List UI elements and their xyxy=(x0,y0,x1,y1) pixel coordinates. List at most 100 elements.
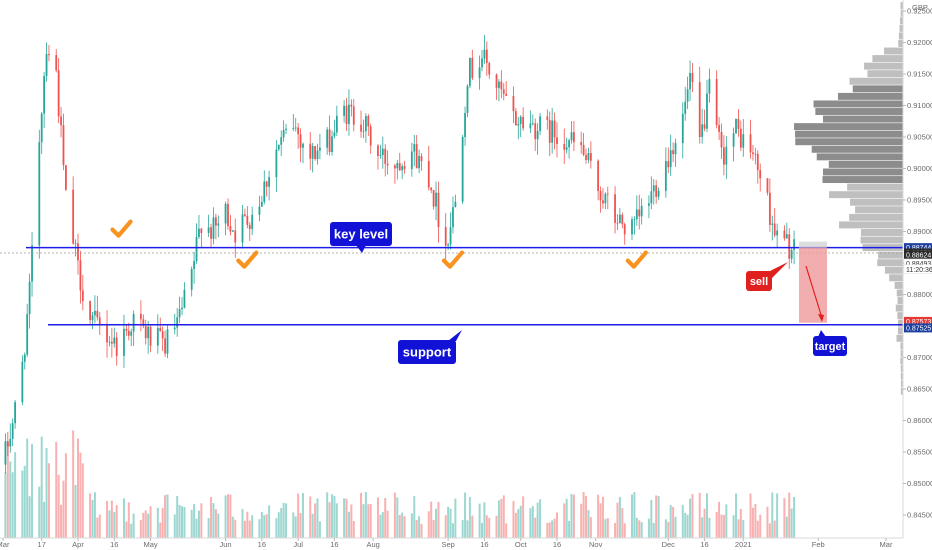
candle-body xyxy=(331,136,333,153)
candle-body xyxy=(333,132,336,137)
candle-body xyxy=(689,72,691,90)
candle-body xyxy=(234,230,237,243)
candle-body xyxy=(553,120,556,138)
volume-bar xyxy=(701,517,704,538)
candle-body xyxy=(81,290,84,302)
candle-body xyxy=(623,224,626,235)
volume-bar xyxy=(55,442,58,538)
candle-body xyxy=(319,147,321,151)
volume-bar xyxy=(195,518,198,538)
price-tag: 0.87525 xyxy=(904,323,932,333)
time-axis[interactable]: Mar 17 Apr 16 May Jun 16 Jul 16 Aug Sep 16 Oct 16 Nov D… xyxy=(0,537,903,549)
time-tick-label: Nov xyxy=(589,540,603,549)
candle-body xyxy=(604,193,607,204)
volume-bar xyxy=(565,498,568,538)
candle-body xyxy=(500,81,503,90)
volume-profile-bar xyxy=(811,145,903,153)
candle-body xyxy=(343,105,346,116)
volume-bar xyxy=(350,504,353,538)
volume-bar xyxy=(234,519,237,538)
volume-profile-bar xyxy=(900,342,903,350)
volume-profile-bar xyxy=(899,24,903,32)
volume-bar xyxy=(548,522,551,538)
candle-body xyxy=(597,160,600,191)
volume-bar xyxy=(768,523,771,538)
volume-bar xyxy=(655,495,658,538)
price-tag-text: 0.87525 xyxy=(906,325,931,332)
annotations: key level support sell target xyxy=(110,219,847,364)
candle-body xyxy=(40,113,43,143)
candle-body xyxy=(113,337,116,344)
candle-body xyxy=(674,143,677,155)
volume-bar xyxy=(132,513,135,538)
candle-body xyxy=(650,191,653,204)
price-tag-bg xyxy=(904,323,932,333)
volume-profile-bar xyxy=(884,266,903,274)
volume-bar xyxy=(449,508,452,538)
volume-bar xyxy=(705,493,708,538)
candle-body xyxy=(23,354,26,362)
volume-bar xyxy=(156,507,159,538)
candle-body xyxy=(631,219,633,235)
volume-bar xyxy=(277,512,280,538)
candle-body xyxy=(309,143,312,159)
volume-bar xyxy=(464,492,467,538)
price-tag-bg xyxy=(904,316,932,326)
candle-body xyxy=(766,178,769,193)
volume-bars xyxy=(4,430,796,538)
volume-profile-bar xyxy=(839,221,903,229)
candle-body xyxy=(481,58,483,68)
candle-body xyxy=(773,223,776,236)
price-tag: 0.87573 xyxy=(904,316,932,326)
volume-profile-bar xyxy=(822,176,903,184)
candle-body xyxy=(635,209,638,220)
candle-body xyxy=(776,230,779,236)
time-tick-label: 16 xyxy=(700,540,708,549)
volume-bar xyxy=(691,494,694,538)
candle-body xyxy=(326,129,329,148)
time-tick-label: 16 xyxy=(110,540,118,549)
volume-bar xyxy=(314,503,317,538)
volume-bar xyxy=(62,480,65,538)
candle-body xyxy=(396,163,399,169)
volume-bar xyxy=(783,498,786,538)
checkmark-icon xyxy=(625,250,648,269)
volume-bar xyxy=(580,503,583,538)
price-tags: 0.887440.886590.886240.8849311:20:360.87… xyxy=(903,243,932,333)
candle-body xyxy=(142,319,145,326)
candle-body xyxy=(548,119,551,143)
candle-body xyxy=(246,215,249,225)
volume-bar xyxy=(74,485,77,538)
volume-bar xyxy=(437,501,440,538)
volume-bar xyxy=(534,517,537,538)
candle-body xyxy=(335,115,338,133)
volume-bar xyxy=(282,502,285,538)
price-tick-label: 0.89500 xyxy=(907,196,932,205)
candle-body xyxy=(127,330,130,336)
price-tick-label: 0.86500 xyxy=(907,385,932,394)
volume-bar xyxy=(376,497,379,538)
candle-body xyxy=(159,327,162,332)
volume-profile-bar xyxy=(828,160,903,168)
candle-body xyxy=(413,144,416,152)
volume-bar xyxy=(483,502,486,538)
candle-body xyxy=(706,93,708,129)
candle-body xyxy=(602,200,604,204)
time-tick-label: Sep xyxy=(441,540,454,549)
candles xyxy=(4,35,795,474)
price-tag-bg xyxy=(904,243,932,253)
volume-bar xyxy=(630,494,633,538)
candle-body xyxy=(618,214,621,224)
candle-body xyxy=(11,423,14,439)
candle-body xyxy=(6,441,9,447)
price-axis[interactable]: 0.92500 0.92000 0.91500 0.91000 0.90500 0.900… xyxy=(902,0,932,550)
volume-bar xyxy=(241,509,244,538)
candle-body xyxy=(156,327,159,346)
candle-body xyxy=(403,166,406,170)
horizontal-lines[interactable] xyxy=(0,246,903,326)
volume-bar xyxy=(735,493,738,538)
volume-bar xyxy=(672,506,675,538)
volume-bar xyxy=(732,515,735,538)
volume-bar xyxy=(11,472,14,538)
